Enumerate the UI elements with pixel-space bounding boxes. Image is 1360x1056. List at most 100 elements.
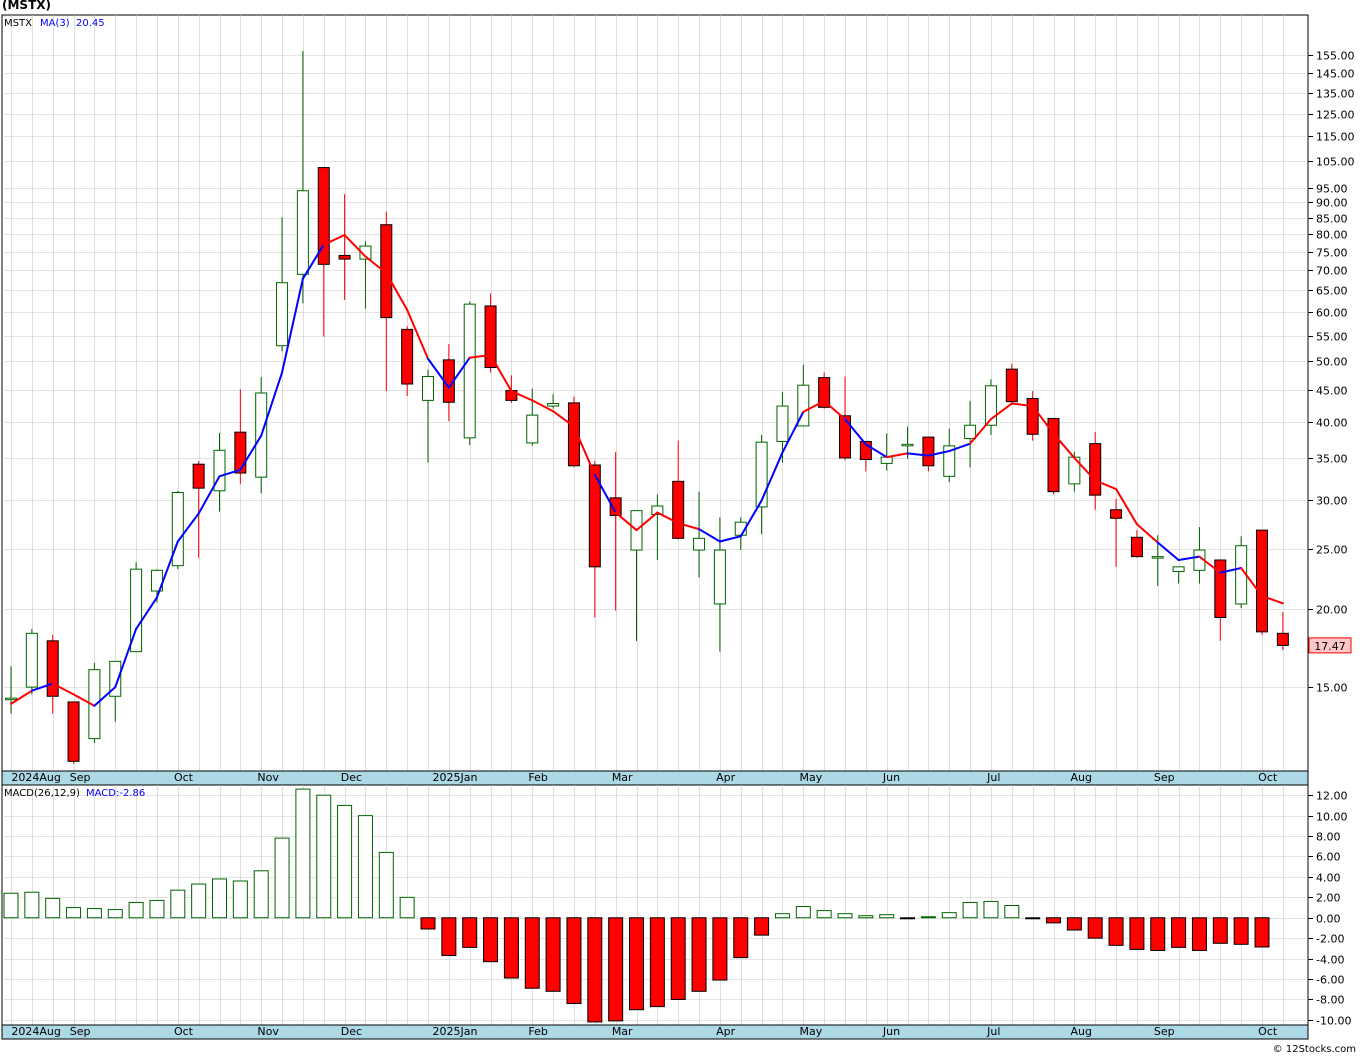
macd-bar	[629, 917, 644, 1011]
ma-line	[10, 234, 1284, 707]
ma-segment	[10, 689, 33, 705]
candle-body	[984, 385, 997, 426]
candle-body	[25, 632, 38, 688]
candles	[5, 50, 1289, 764]
legend-ma-label: MA(3)	[40, 18, 70, 29]
x-tick-label: Aug	[1071, 1025, 1092, 1038]
macd-bar	[795, 906, 811, 919]
candle-body	[130, 568, 143, 653]
price-y-axis: 155.00 145.00 135.00 125.00 115.00 105.00 95.0…	[1308, 50, 1355, 695]
macd-bar	[483, 917, 499, 963]
macd-bar	[1087, 917, 1103, 939]
y-tick-label: 40.00	[1316, 417, 1348, 430]
x-tick-label: 2024Aug	[11, 771, 60, 784]
candle-body	[672, 480, 685, 539]
ma-segment	[1135, 523, 1159, 544]
macd-bar	[3, 892, 19, 919]
candle-body	[109, 660, 122, 697]
macd-bar	[86, 908, 102, 919]
y-tick-label: 10.00	[1316, 811, 1348, 824]
y-tick-label: 2.00	[1316, 892, 1341, 905]
macd-bar	[66, 907, 82, 919]
ma-segment	[781, 410, 805, 454]
ma-segment	[135, 596, 158, 630]
ma-segment	[406, 308, 429, 360]
x-tick-label: 2025Jan	[433, 771, 478, 784]
candle-body	[859, 440, 872, 460]
x-tick-label: Jun	[882, 1025, 900, 1038]
x-tick-label: Sep	[1154, 1025, 1175, 1038]
date-band-top	[1, 770, 1309, 786]
x-tick-label: Dec	[341, 771, 362, 784]
macd-bar	[1150, 917, 1166, 951]
candle-body	[338, 254, 351, 260]
ma-segment	[1240, 566, 1263, 598]
candle-body	[943, 445, 956, 477]
candle-body	[651, 505, 664, 515]
x-tick-label: Oct	[174, 1025, 194, 1038]
y-tick-label: -10.00	[1316, 1015, 1351, 1028]
macd-bar	[774, 913, 790, 919]
legend-ma-value: 20.45	[76, 18, 105, 29]
ma-segment	[614, 511, 638, 532]
macd-bar	[212, 878, 227, 919]
macd-bar	[295, 788, 311, 919]
x-tick-label: Mar	[612, 1025, 633, 1038]
x-tick-label: Sep	[1154, 771, 1175, 784]
candle-body	[964, 424, 977, 440]
ma-segment	[906, 452, 930, 457]
last-price-label: 17.47	[1314, 640, 1346, 653]
y-tick-label: 80.00	[1316, 229, 1348, 242]
x-tick-label: Mar	[612, 771, 633, 784]
y-tick-label: 25.00	[1316, 544, 1348, 557]
candle-body	[588, 464, 601, 568]
macd-bar	[837, 913, 853, 919]
ma-segment	[1198, 555, 1222, 574]
candle-body	[713, 549, 726, 605]
candle-body	[547, 403, 560, 407]
ma-segment	[427, 357, 450, 389]
ma-segment	[260, 371, 284, 437]
x-tick-label: Jul	[986, 1025, 1000, 1038]
y-tick-label: 50.00	[1316, 356, 1348, 369]
macd-bar	[920, 916, 936, 919]
y-tick-label: 85.00	[1316, 213, 1348, 226]
x-tick-label: Apr	[716, 1025, 736, 1038]
candle-body	[1214, 559, 1227, 619]
macd-bar	[170, 889, 186, 919]
candle-body	[234, 431, 247, 474]
x-tick-label: Nov	[257, 1025, 279, 1038]
candle-body	[567, 402, 580, 467]
ma-segment	[802, 400, 826, 413]
candle-body	[1110, 509, 1123, 519]
macd-bar	[670, 917, 686, 1000]
macd-bar	[1254, 917, 1270, 948]
macd-bar	[1212, 917, 1228, 944]
ma-segment	[823, 400, 846, 421]
macd-bar	[1233, 917, 1249, 945]
x-tick-label: Oct	[174, 771, 194, 784]
x-tick-label: 2025Jan	[433, 1025, 478, 1038]
ma-segment	[1031, 405, 1055, 435]
last-price-badge	[1308, 637, 1352, 654]
macd-bar	[733, 917, 749, 959]
y-tick-label: 0.00	[1316, 913, 1341, 926]
y-tick-label: 55.00	[1316, 331, 1348, 344]
ma-segment	[635, 511, 659, 532]
candle-body	[922, 436, 935, 467]
macd-bar	[337, 804, 353, 919]
macd-bar	[107, 909, 123, 919]
y-tick-label: 75.00	[1316, 247, 1348, 260]
macd-bar	[900, 917, 916, 920]
ma-segment	[489, 354, 513, 393]
ma-segment	[593, 473, 617, 514]
ma-segment	[1094, 479, 1118, 491]
macd-bar	[1191, 917, 1207, 951]
macd-y-axis: 12.00 10.00 8.00 6.00 4.00 2.00 0.00 -2.00 -4.00…	[1308, 790, 1351, 1028]
macd-bar	[941, 912, 957, 919]
ma-segment	[176, 512, 200, 543]
y-tick-label: 145.00	[1316, 68, 1355, 81]
ma-segment	[677, 522, 701, 531]
candle-body	[67, 701, 80, 762]
x-tick-label: May	[799, 1025, 822, 1038]
